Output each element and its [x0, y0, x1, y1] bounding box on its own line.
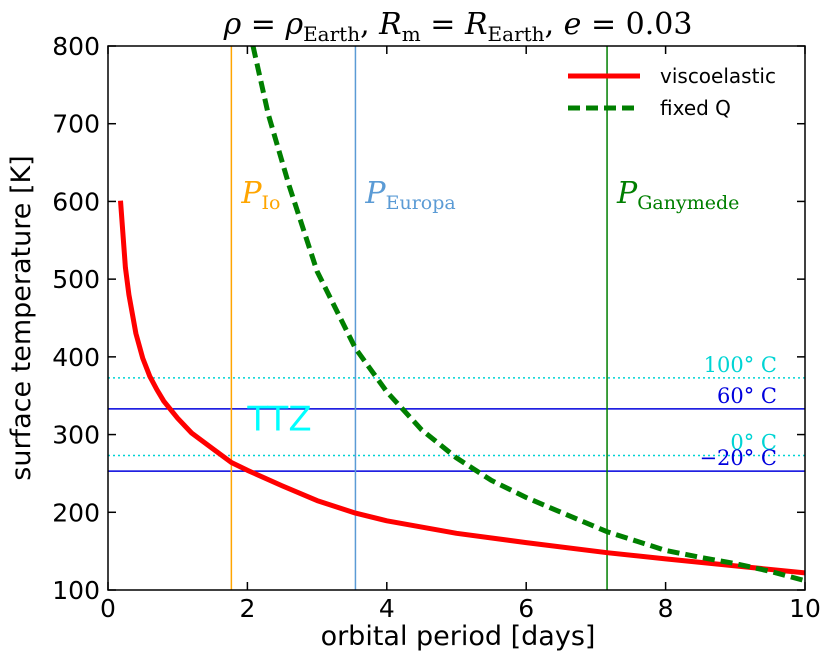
- title-R: R: [378, 7, 402, 42]
- x-tick-label-3: 6: [518, 594, 534, 623]
- x-tick-label-0: 0: [100, 594, 116, 623]
- y-tick-label-4: 500: [52, 265, 100, 294]
- title-eq3: =: [581, 7, 625, 42]
- y-tick-label-3: 400: [52, 343, 100, 372]
- title-rho: ρ: [223, 7, 242, 42]
- y-tick-label-0: 100: [52, 576, 100, 605]
- title-comma1: ,: [360, 7, 379, 42]
- legend-label-fixed-q: fixed Q: [660, 96, 731, 120]
- legend: viscoelastic fixed Q: [568, 64, 776, 120]
- legend-label-viscoelastic: viscoelastic: [660, 64, 776, 88]
- y-tick-label-5: 600: [52, 187, 100, 216]
- title-eq2: =: [421, 7, 465, 42]
- title-comma2: ,: [545, 7, 564, 42]
- x-tick-label-5: 10: [789, 594, 821, 623]
- title-value: 0.03: [626, 7, 693, 42]
- vline-label-2: PGanymede: [616, 176, 739, 214]
- chart-title: ρ = ρEarth, Rm = REarth, e = 0.03: [223, 7, 693, 46]
- plot-frame: [107, 45, 806, 591]
- title-m-sub: m: [402, 22, 421, 46]
- y-tick-label-2: 300: [52, 421, 100, 450]
- ttz-annotation: TTZ: [246, 400, 311, 440]
- y-tick-label-6: 700: [52, 110, 100, 139]
- y-axis-label: surface temperature [K]: [6, 155, 37, 480]
- x-axis-label: orbital period [days]: [321, 621, 596, 652]
- title-earth2-sub: Earth: [488, 22, 545, 46]
- title-e: e: [564, 7, 582, 42]
- vline-label-0: PIo: [240, 176, 280, 214]
- y-tick-label-7: 800: [52, 32, 100, 61]
- series-line-1: [250, 46, 805, 584]
- plot-area: 100° C 60° C 0° C−20° C PIo PEuropa PGanymede…: [52, 32, 821, 623]
- title-rho-earth: ρ: [284, 7, 303, 42]
- title-R2: R: [464, 7, 488, 42]
- title-earth-sub: Earth: [303, 22, 360, 46]
- hline-label-3: −20° C: [699, 446, 777, 470]
- hline-label-0: 100° C: [704, 353, 777, 377]
- x-tick-label-4: 8: [658, 594, 674, 623]
- vline-label-1: PEuropa: [364, 176, 455, 214]
- series-line-0: [118, 200, 805, 576]
- hline-label-1: 60° C: [717, 384, 777, 408]
- y-tick-label-1: 200: [52, 498, 100, 527]
- x-tick-label-2: 4: [379, 594, 395, 623]
- x-tick-label-1: 2: [239, 594, 255, 623]
- title-eq1: =: [241, 7, 285, 42]
- hline-label-2: 0° C: [730, 431, 777, 455]
